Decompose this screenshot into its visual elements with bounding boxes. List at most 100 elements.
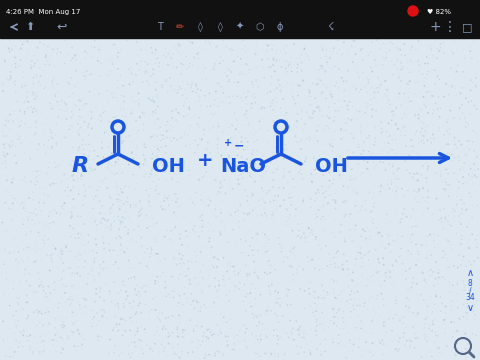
- Point: [286, 212, 294, 218]
- Point: [355, 312, 362, 318]
- Point: [446, 282, 454, 288]
- Point: [225, 276, 233, 282]
- Point: [134, 325, 142, 331]
- Point: [427, 267, 435, 273]
- Point: [346, 212, 354, 218]
- Point: [432, 45, 439, 51]
- Point: [399, 211, 407, 217]
- Point: [6, 38, 14, 44]
- Point: [228, 149, 235, 155]
- Point: [372, 154, 380, 160]
- Point: [96, 318, 103, 324]
- Point: [182, 114, 190, 120]
- Point: [100, 298, 108, 303]
- Point: [371, 165, 378, 171]
- Point: [196, 279, 204, 285]
- Point: [311, 108, 318, 114]
- Point: [69, 321, 77, 327]
- Point: [99, 105, 107, 111]
- Point: [377, 291, 385, 296]
- Point: [20, 192, 28, 197]
- Point: [343, 266, 351, 272]
- Point: [244, 89, 252, 94]
- Point: [16, 134, 24, 139]
- Point: [212, 44, 220, 50]
- Point: [428, 67, 436, 73]
- Point: [300, 196, 307, 202]
- Point: [195, 234, 203, 239]
- Point: [1, 141, 9, 147]
- Point: [289, 250, 297, 256]
- Point: [32, 185, 39, 191]
- Point: [56, 278, 63, 284]
- Point: [442, 215, 449, 221]
- Point: [12, 89, 20, 95]
- Point: [368, 39, 376, 45]
- Point: [433, 281, 441, 287]
- Point: [6, 127, 13, 133]
- Point: [188, 81, 196, 87]
- Point: [470, 148, 478, 154]
- Point: [267, 64, 275, 70]
- Point: [344, 330, 351, 336]
- Point: [92, 193, 99, 199]
- Point: [470, 316, 478, 322]
- Point: [34, 179, 41, 184]
- Point: [55, 300, 63, 306]
- Point: [405, 297, 413, 303]
- Point: [99, 235, 107, 241]
- Point: [226, 214, 234, 220]
- Point: [183, 66, 191, 72]
- Point: [20, 333, 27, 338]
- Point: [272, 300, 279, 306]
- Point: [186, 142, 193, 148]
- Point: [133, 61, 141, 67]
- Point: [268, 280, 276, 285]
- Point: [177, 203, 184, 208]
- Point: [182, 228, 190, 234]
- Point: [376, 88, 384, 94]
- Point: [412, 335, 420, 341]
- Point: [57, 249, 64, 255]
- Point: [415, 186, 423, 192]
- Point: [107, 195, 114, 201]
- Point: [100, 307, 108, 313]
- Point: [451, 155, 458, 161]
- Point: [334, 248, 342, 254]
- Point: [147, 251, 155, 256]
- Point: [128, 237, 135, 243]
- Point: [459, 258, 467, 264]
- Point: [24, 313, 32, 319]
- Point: [112, 235, 120, 241]
- Point: [74, 272, 82, 278]
- Point: [380, 320, 387, 325]
- Point: [179, 79, 187, 85]
- Point: [98, 232, 106, 238]
- Point: [105, 161, 113, 166]
- Point: [46, 268, 54, 274]
- Point: [96, 47, 103, 53]
- Point: [121, 143, 129, 149]
- Point: [409, 324, 417, 330]
- Point: [378, 147, 385, 153]
- Point: [341, 343, 348, 349]
- Point: [290, 184, 298, 190]
- Point: [169, 274, 177, 279]
- Point: [283, 71, 290, 76]
- Point: [273, 155, 280, 161]
- Point: [31, 96, 38, 102]
- Point: [219, 351, 227, 356]
- Point: [285, 125, 293, 131]
- Point: [10, 313, 17, 319]
- Point: [118, 140, 125, 145]
- Point: [202, 352, 209, 358]
- Point: [424, 334, 432, 339]
- Point: [266, 271, 274, 276]
- Point: [358, 125, 365, 131]
- Point: [253, 213, 261, 219]
- Point: [172, 64, 180, 70]
- Point: [153, 251, 160, 256]
- Point: [271, 68, 278, 74]
- Point: [366, 234, 374, 239]
- Point: [93, 194, 100, 199]
